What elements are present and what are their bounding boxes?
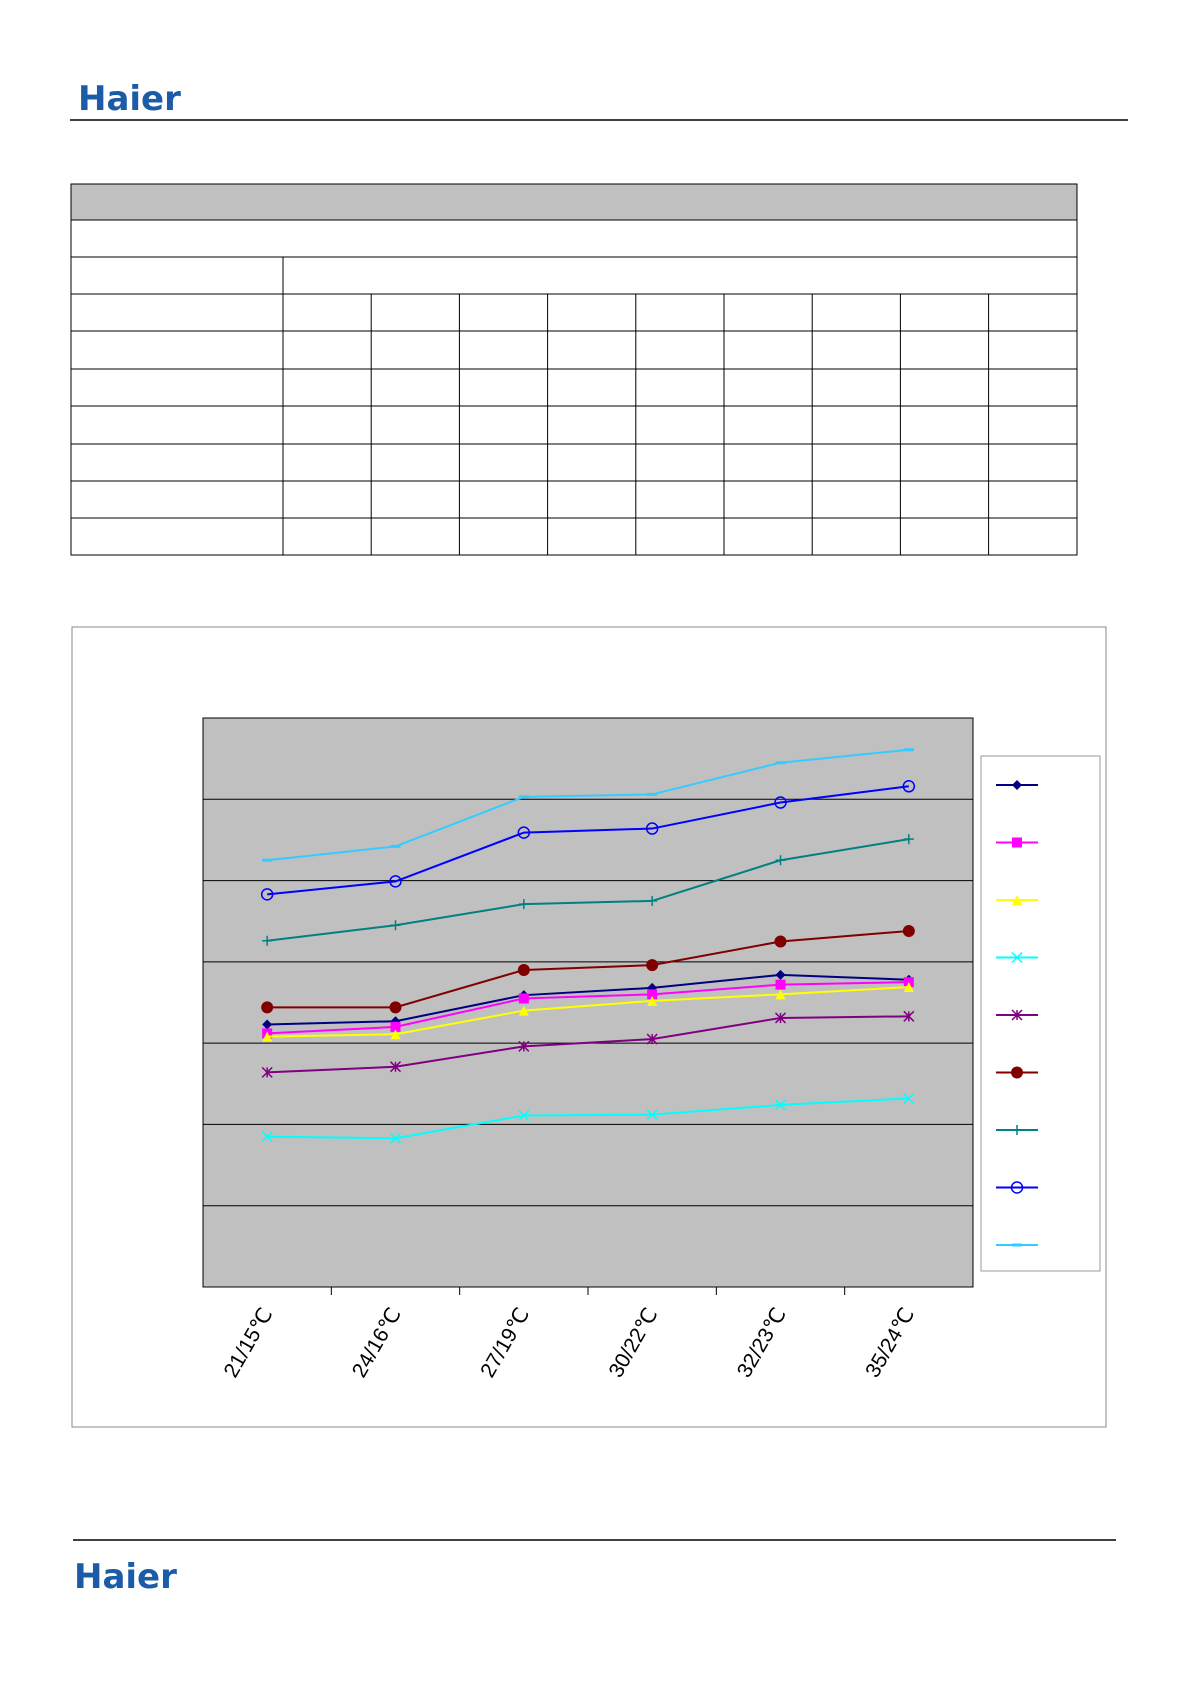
marker (389, 875, 402, 888)
marker (647, 989, 658, 1000)
series-line (267, 748, 909, 862)
marker (774, 1012, 787, 1024)
marker (261, 1131, 273, 1143)
marker (262, 1019, 273, 1030)
series-line (267, 986, 909, 1038)
marker (775, 979, 786, 990)
footer-logo: Haier (74, 1557, 177, 1597)
marker (645, 822, 659, 835)
marker (389, 1061, 402, 1073)
legend-marker (1012, 895, 1022, 905)
table-body (70, 219, 1078, 556)
marker (902, 924, 915, 937)
table-grid (71, 256, 1077, 555)
marker (774, 1099, 787, 1111)
marker (390, 1029, 401, 1040)
marker (903, 982, 914, 993)
marker (775, 969, 786, 980)
marker (647, 895, 658, 906)
legend (980, 755, 1101, 1272)
series-line (267, 981, 909, 1035)
header-logo: Haier (78, 79, 181, 119)
marker (775, 989, 786, 1000)
marker (389, 1132, 402, 1144)
plot-area (202, 717, 974, 1288)
marker (518, 993, 529, 1004)
marker (261, 1066, 273, 1078)
marker (774, 935, 787, 948)
spec-table (70, 183, 1078, 556)
legend-marker (1011, 951, 1023, 964)
series-line (267, 838, 909, 942)
marker (903, 1092, 915, 1104)
marker (646, 1109, 658, 1121)
series-line (267, 929, 909, 1009)
marker (517, 963, 530, 976)
marker (260, 888, 274, 901)
marker (518, 1005, 529, 1016)
marker (774, 796, 787, 809)
marker (775, 855, 786, 866)
marker (647, 995, 658, 1006)
marker (518, 1109, 530, 1122)
marker (902, 780, 916, 793)
table-header (70, 183, 1078, 221)
marker (646, 1033, 658, 1045)
marker (518, 1040, 530, 1052)
marker (517, 826, 531, 839)
series-line (267, 785, 909, 896)
marker (262, 935, 273, 946)
marker (390, 1021, 401, 1032)
series-line (267, 1097, 909, 1140)
legend-marker (1012, 837, 1022, 848)
legend-marker (1010, 1181, 1024, 1194)
marker (518, 899, 529, 910)
legend-marker (1011, 1066, 1023, 1079)
marker (389, 1001, 402, 1014)
legend-marker (1012, 780, 1022, 790)
marker (262, 1031, 273, 1042)
legend-marker (1012, 1125, 1022, 1135)
marker (903, 834, 914, 845)
legend-marker (1011, 1009, 1023, 1021)
marker (646, 959, 659, 972)
marker (903, 1010, 915, 1022)
marker (261, 1001, 274, 1014)
marker (390, 920, 401, 931)
series-line (267, 1015, 909, 1074)
series-line (267, 973, 909, 1026)
